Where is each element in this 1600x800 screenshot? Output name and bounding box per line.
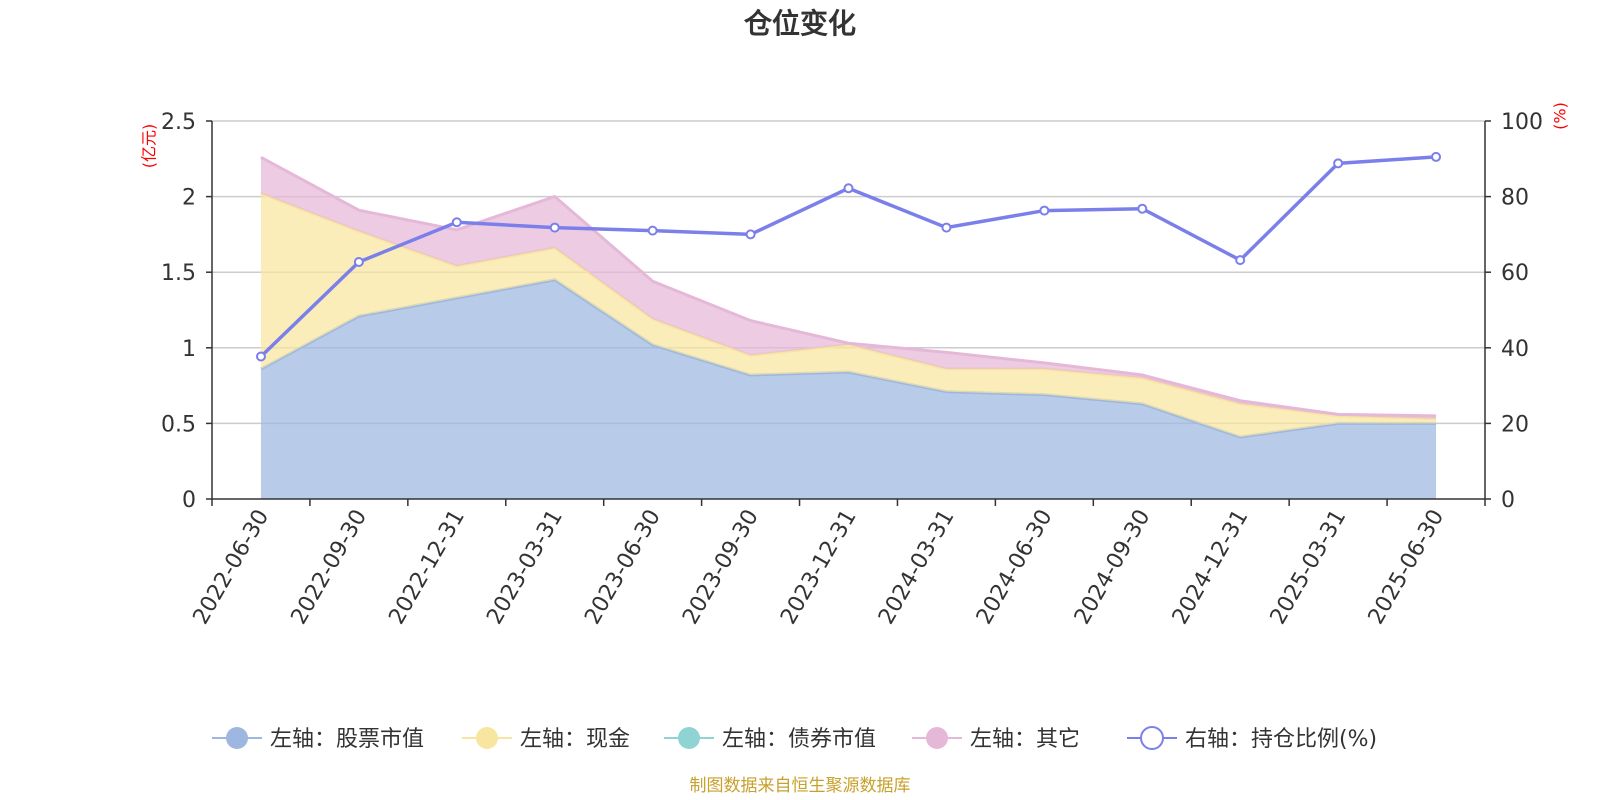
right-axis-tick-label: 60 — [1501, 261, 1529, 286]
ratio-point — [549, 222, 560, 233]
ratio-point — [451, 217, 462, 228]
x-axis-tick-label: 2023-12-31 — [776, 506, 862, 629]
legend-label: 左轴：现金 — [520, 727, 630, 752]
left-axis-tick-label: 0.5 — [161, 412, 196, 437]
left-axis-tick-label: 1 — [182, 337, 196, 362]
right-axis-tick-label: 100 — [1501, 110, 1543, 135]
left-axis-tick-label: 1.5 — [161, 261, 196, 286]
ratio-point — [941, 222, 952, 233]
legend-marker — [678, 727, 700, 749]
ratio-point — [353, 256, 364, 267]
x-axis-tick-label: 2024-03-31 — [874, 506, 960, 629]
legend-marker — [226, 727, 248, 749]
ratio-point — [1431, 151, 1442, 162]
legend-marker — [926, 727, 948, 749]
x-axis-tick-label: 2023-09-30 — [678, 506, 764, 629]
legend-label: 左轴：债券市值 — [722, 727, 876, 752]
x-axis-tick-label: 2022-06-30 — [189, 506, 275, 629]
area-edge-左轴：其它 — [260, 155, 1437, 418]
area-左轴：股票市值 — [260, 279, 1437, 499]
legend-marker — [476, 727, 498, 749]
legend-label: 右轴：持仓比例(%) — [1185, 727, 1377, 752]
area-series — [260, 155, 1437, 499]
x-axis-tick-label: 2025-03-31 — [1266, 506, 1352, 629]
x-axis-tick-label: 2024-09-30 — [1070, 506, 1156, 629]
ratio-point — [745, 229, 756, 240]
legend-marker — [1140, 726, 1164, 750]
legend-label: 左轴：其它 — [970, 727, 1080, 752]
ratio-point — [647, 225, 658, 236]
x-axis-tick-label: 2024-06-30 — [972, 506, 1058, 629]
x-axis-tick-label: 2023-03-31 — [482, 506, 568, 629]
ratio-point — [1039, 205, 1050, 216]
chart-title: 仓位变化 — [744, 7, 856, 40]
x-axis-tick-label: 2022-09-30 — [287, 506, 373, 629]
right-axis-tick-label: 20 — [1501, 412, 1529, 437]
legend-label: 左轴：股票市值 — [270, 727, 424, 752]
right-axis-unit: (%) — [1551, 102, 1570, 130]
x-axis-tick-label: 2023-06-30 — [580, 506, 666, 629]
x-axis-tick-label: 2025-06-30 — [1364, 506, 1450, 629]
ratio-point — [1137, 203, 1148, 214]
legend: 左轴：股票市值 左轴：现金 左轴：债券市值 左轴：其它 右轴：持仓比例(%) — [212, 726, 1377, 752]
right-axis-tick-label: 80 — [1501, 186, 1529, 211]
x-axis-tick-label: 2024-12-31 — [1168, 506, 1254, 629]
left-axis-tick-label: 0 — [182, 488, 196, 513]
left-axis-tick-label: 2 — [182, 186, 196, 211]
ratio-point — [255, 351, 266, 362]
right-axis-tick-label: 40 — [1501, 337, 1529, 362]
ratio-line-series — [255, 151, 1442, 362]
ratio-point — [1333, 158, 1344, 169]
left-axis-tick-label: 2.5 — [161, 110, 196, 135]
area-左轴：现金 — [260, 193, 1437, 438]
ratio-point — [843, 183, 854, 194]
right-axis-tick-label: 0 — [1501, 488, 1515, 513]
left-axis-unit: (亿元) — [140, 124, 159, 169]
x-axis-tick-label: 2022-12-31 — [384, 506, 470, 629]
ratio-point — [1235, 255, 1246, 266]
data-source-note: 制图数据来自恒生聚源数据库 — [690, 776, 911, 796]
